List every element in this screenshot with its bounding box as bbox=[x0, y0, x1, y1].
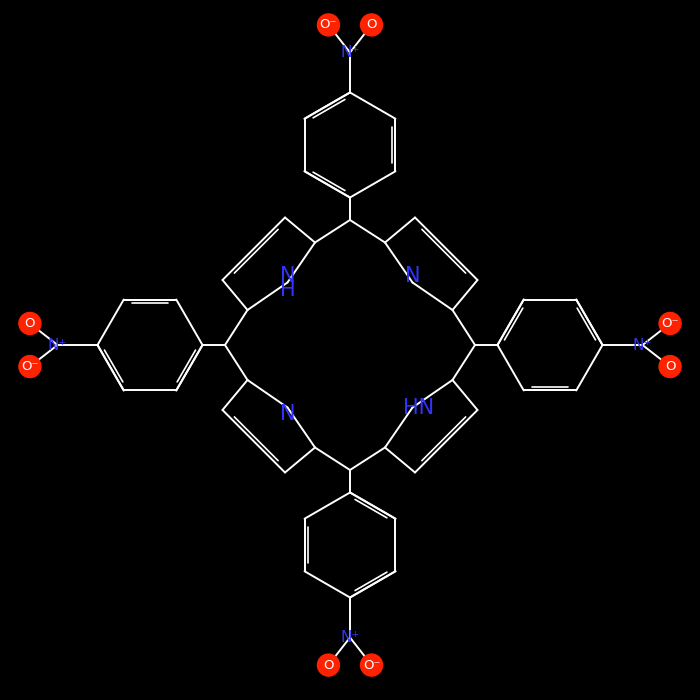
Circle shape bbox=[318, 654, 340, 676]
Text: N⁺: N⁺ bbox=[633, 337, 652, 353]
Circle shape bbox=[659, 356, 681, 377]
Text: O: O bbox=[25, 317, 35, 330]
Text: HN: HN bbox=[403, 398, 434, 417]
Text: N⁺: N⁺ bbox=[340, 630, 360, 645]
Circle shape bbox=[659, 312, 681, 335]
Text: O⁻: O⁻ bbox=[363, 659, 380, 671]
Text: N: N bbox=[280, 405, 295, 424]
Circle shape bbox=[360, 14, 382, 36]
Text: O⁻: O⁻ bbox=[21, 360, 38, 373]
Circle shape bbox=[318, 14, 340, 36]
Text: N: N bbox=[405, 265, 420, 286]
Text: N: N bbox=[280, 265, 295, 286]
Text: O⁻: O⁻ bbox=[662, 317, 679, 330]
Text: O⁻: O⁻ bbox=[320, 18, 337, 32]
Text: O: O bbox=[366, 18, 377, 32]
Text: N⁺: N⁺ bbox=[48, 337, 67, 353]
Circle shape bbox=[360, 654, 382, 676]
Circle shape bbox=[19, 356, 41, 377]
Text: O: O bbox=[665, 360, 676, 373]
Text: N⁺: N⁺ bbox=[340, 45, 360, 60]
Text: O: O bbox=[323, 659, 334, 671]
Text: H: H bbox=[280, 279, 295, 300]
Circle shape bbox=[19, 312, 41, 335]
